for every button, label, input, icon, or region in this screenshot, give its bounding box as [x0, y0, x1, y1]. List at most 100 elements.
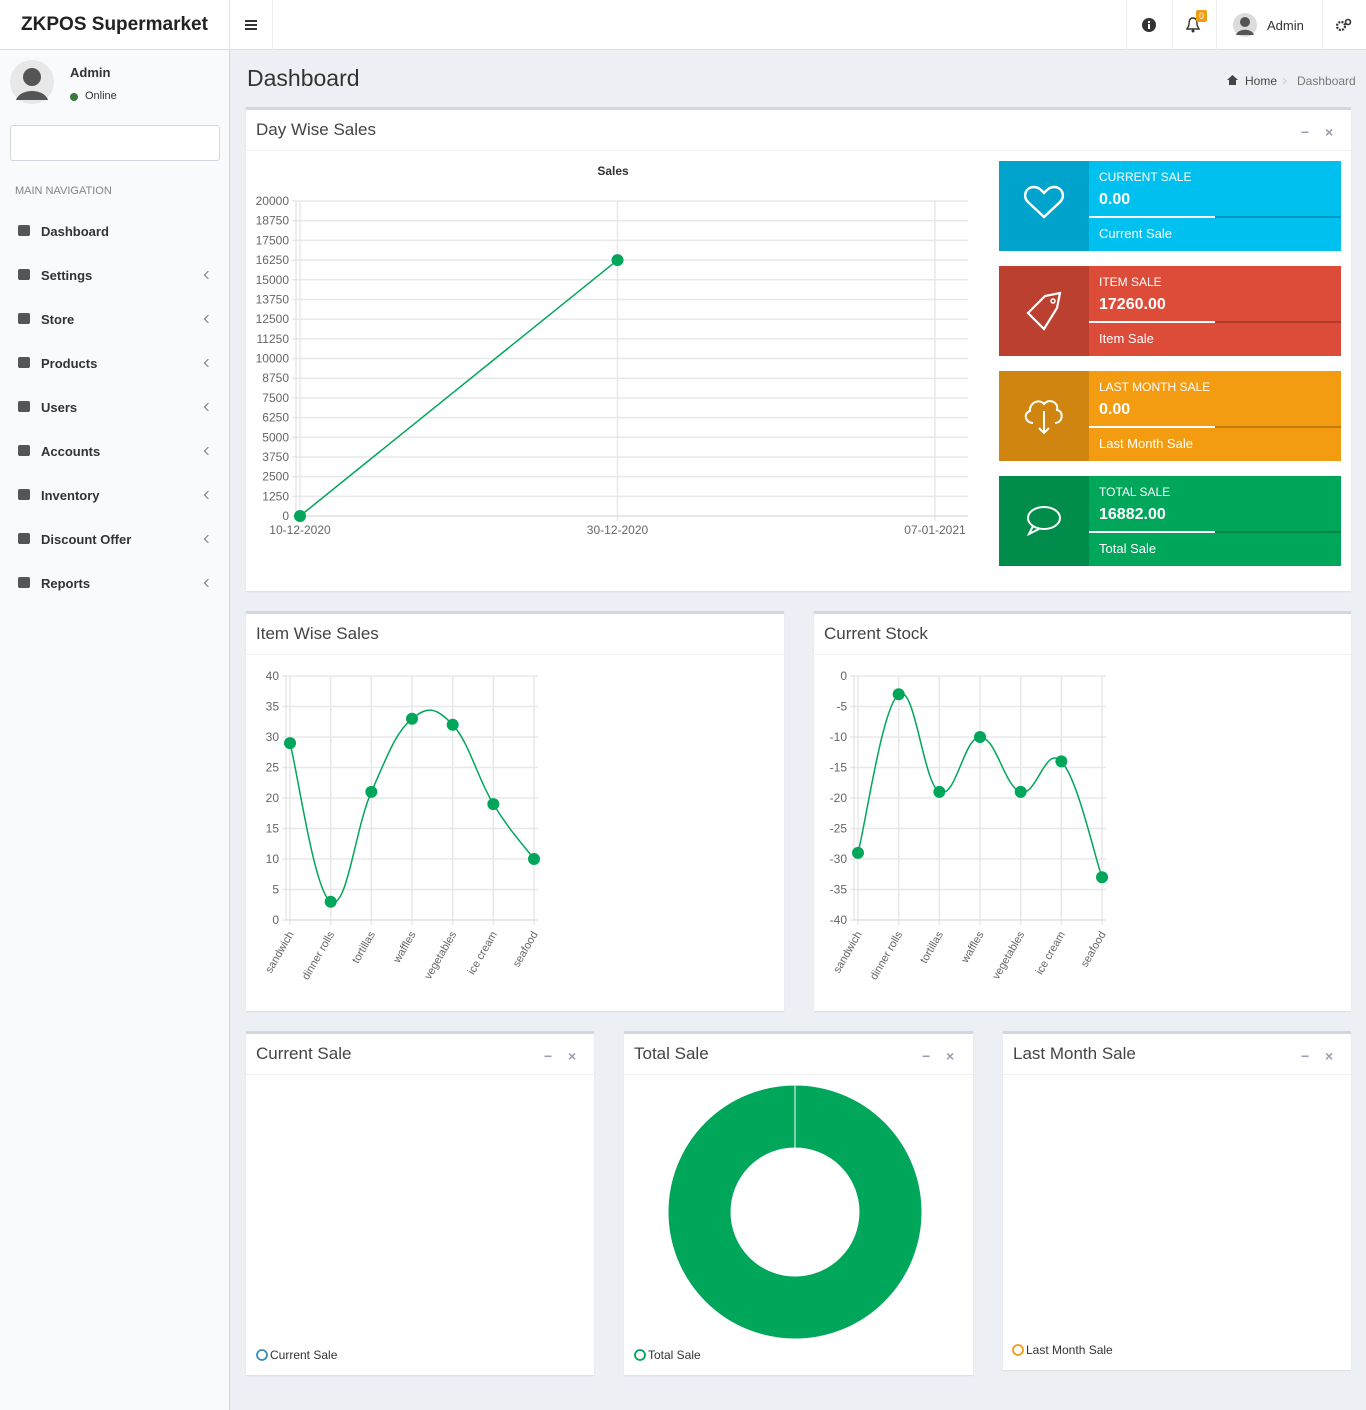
nav-item[interactable]: Store [0, 297, 229, 341]
search-input[interactable] [10, 125, 220, 161]
info-icon[interactable] [1142, 18, 1156, 32]
nav-icon [18, 313, 30, 324]
collapse-button[interactable]: − [1301, 124, 1310, 140]
nav-chevron [203, 314, 213, 324]
box-title: Total Sale [634, 1044, 709, 1063]
nav-title: MAIN NAVIGATION [15, 185, 112, 197]
cloud-icon [999, 371, 1089, 461]
nav-icon [18, 357, 30, 368]
divider [814, 654, 1351, 655]
info-value: 0.00 [1099, 191, 1131, 208]
sidebar: Admin Online MAIN NAVIGATION Dashboard Se… [0, 50, 230, 1410]
status-dot [70, 93, 78, 101]
nav-item[interactable]: Reports [0, 561, 229, 605]
total-sale-box: Total Sale − × [624, 1031, 973, 1375]
nav-chevron [203, 490, 213, 500]
nav-label: Accounts [41, 444, 101, 459]
menu-toggle[interactable] [245, 19, 257, 31]
sidebar-avatar [10, 60, 54, 104]
nav-label: Discount Offer [41, 532, 132, 547]
info-value: 17260.00 [1099, 296, 1166, 313]
divider [246, 1074, 594, 1075]
nav-label: Dashboard [41, 224, 109, 239]
settings-icon[interactable] [1336, 18, 1352, 32]
nav-item[interactable]: Products [0, 341, 229, 385]
divider [1003, 1074, 1351, 1075]
close-button[interactable]: × [568, 1048, 577, 1064]
info-box: TOTAL SALE 16882.00 Total Sale [999, 476, 1341, 566]
breadcrumb-separator [1282, 77, 1287, 85]
info-description: Item Sale [1099, 331, 1154, 346]
item-wise-sales-box: Item Wise Sales [246, 611, 784, 1011]
collapse-button[interactable]: − [1301, 1048, 1310, 1064]
nav-label: Inventory [41, 488, 100, 503]
chat-icon [999, 476, 1089, 566]
status: Online [85, 90, 117, 102]
info-label: ITEM SALE [1099, 275, 1162, 289]
info-value: 0.00 [1099, 401, 1131, 418]
divider [246, 150, 1351, 151]
nav-label: Reports [41, 576, 91, 591]
nav-item[interactable]: Accounts [0, 429, 229, 473]
nav-chevron [203, 534, 213, 544]
progress [1089, 531, 1341, 533]
close-button[interactable]: × [946, 1048, 955, 1064]
user-avatar[interactable] [1233, 13, 1257, 37]
box-title: Current Sale [256, 1044, 352, 1063]
nav-chevron [203, 578, 213, 588]
nav-chevron [203, 402, 213, 412]
box-title: Last Month Sale [1013, 1044, 1136, 1063]
info-label: TOTAL SALE [1099, 485, 1171, 499]
close-button[interactable]: × [1325, 124, 1334, 140]
heart-icon [999, 161, 1089, 251]
collapse-button[interactable]: − [922, 1048, 931, 1064]
box-title: Day Wise Sales [256, 120, 376, 139]
nav-item[interactable]: Discount Offer [0, 517, 229, 561]
nav-item[interactable]: Inventory [0, 473, 229, 517]
nav-item[interactable]: Users [0, 385, 229, 429]
separator [1322, 0, 1323, 50]
nav-item[interactable]: Dashboard [0, 209, 229, 253]
separator [1172, 0, 1173, 50]
nav-label: Settings [41, 268, 93, 283]
current-sale-box: Current Sale − × [246, 1031, 594, 1375]
progress [1089, 426, 1341, 428]
divider [246, 654, 784, 655]
bell-icon[interactable] [1186, 17, 1200, 33]
breadcrumb-current: Dashboard [1297, 74, 1356, 88]
page-title: Dashboard [247, 65, 360, 91]
info-box: LAST MONTH SALE 0.00 Last Month Sale [999, 371, 1341, 461]
nav-icon [18, 577, 30, 588]
info-description: Current Sale [1099, 226, 1172, 241]
separator [1126, 0, 1127, 50]
top-bar: ZKPOS Supermarket 0 Admin [0, 0, 1366, 50]
info-label: LAST MONTH SALE [1099, 380, 1211, 394]
nav-label: Store [41, 312, 75, 327]
info-value: 16882.00 [1099, 506, 1166, 523]
progress [1089, 216, 1341, 218]
last-month-sale-box: Last Month Sale − × [1003, 1031, 1351, 1370]
nav-icon [18, 533, 30, 544]
info-label: CURRENT SALE [1099, 170, 1192, 184]
brand[interactable]: ZKPOS Supermarket [0, 0, 230, 50]
info-box: ITEM SALE 17260.00 Item Sale [999, 266, 1341, 356]
nav-icon [18, 445, 30, 456]
breadcrumb-home[interactable]: Home [1245, 74, 1278, 88]
nav-icon [18, 225, 30, 236]
close-button[interactable]: × [1325, 1048, 1334, 1064]
user-name[interactable]: Admin [1267, 18, 1304, 33]
nav-icon [18, 489, 30, 500]
home-icon [1227, 75, 1238, 85]
nav-icon [18, 269, 30, 280]
sidebar-user: Admin [70, 65, 111, 80]
nav-item[interactable]: Settings [0, 253, 229, 297]
box-title: Current Stock [824, 624, 928, 643]
nav-chevron [203, 446, 213, 456]
collapse-button[interactable]: − [544, 1048, 553, 1064]
nav-icon [18, 401, 30, 412]
nav-chevron [203, 270, 213, 280]
tag-icon [999, 266, 1089, 356]
notification-badge: 0 [1196, 10, 1208, 22]
nav-label: Products [41, 356, 98, 371]
